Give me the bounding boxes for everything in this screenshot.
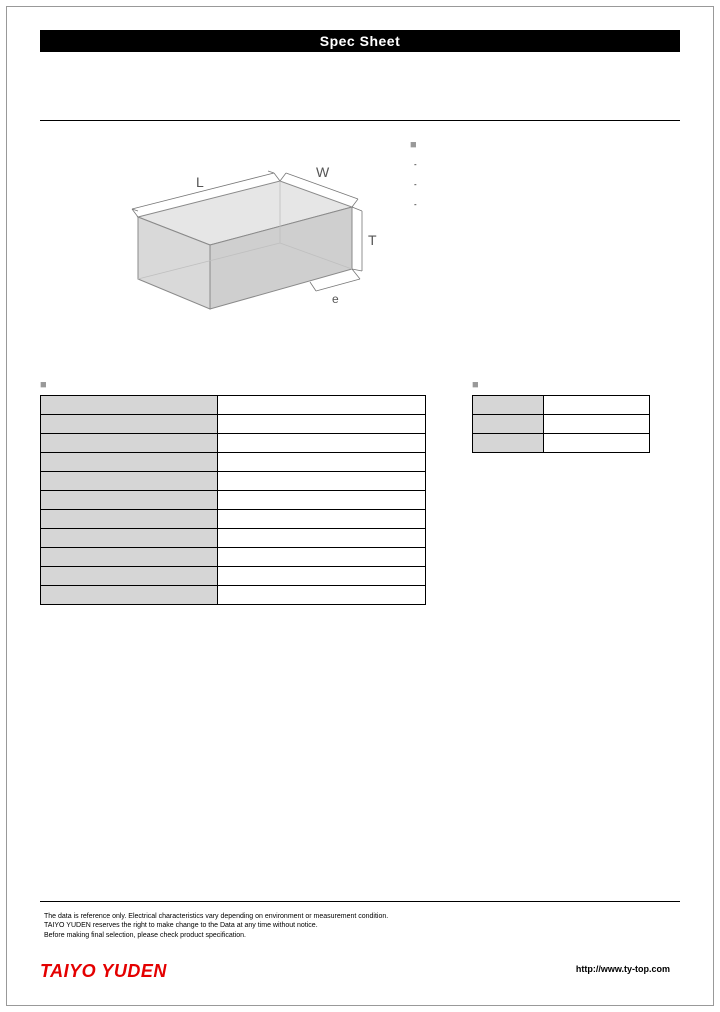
table-row [473,396,650,415]
spec-value [218,472,426,491]
spec-value [218,453,426,472]
spec-value [218,548,426,567]
component-diagram: L W T [84,151,384,351]
dim-label-e: e [332,292,339,306]
spec-value [218,415,426,434]
spec-label [41,548,218,567]
spec-label [41,453,218,472]
pack-value [543,396,649,415]
spec-value [218,491,426,510]
spec-label [41,510,218,529]
dim-label-w: W [316,164,330,180]
title-bar: Spec Sheet [40,30,680,52]
features-area: ■ - - - [410,133,680,353]
table-row [41,586,426,605]
dash-icon: - [414,159,424,171]
pack-table [472,395,650,453]
spec-value [218,529,426,548]
pack-table-wrap: ■ [472,379,650,605]
pack-label [473,415,544,434]
table-row [473,434,650,453]
pack-table-marker: ■ [472,379,650,391]
spec-label [41,529,218,548]
spec-value [218,567,426,586]
spec-label [41,415,218,434]
table-row [41,415,426,434]
spec-label [41,491,218,510]
spec-label [41,567,218,586]
feature-item: - [414,179,680,191]
table-row [41,510,426,529]
dash-icon: - [414,179,424,191]
spec-value [218,510,426,529]
spec-label [41,396,218,415]
divider-bottom [40,901,680,902]
spec-label [41,586,218,605]
upper-section: L W T [40,133,680,353]
pack-label [473,396,544,415]
diagram-area: L W T [40,133,410,353]
spec-value [218,586,426,605]
pack-value [543,434,649,453]
table-row [41,491,426,510]
feature-item: - [414,199,680,211]
spec-label [41,434,218,453]
pack-value [543,415,649,434]
spec-table-marker: ■ [40,379,426,391]
dash-icon: - [414,199,424,211]
table-row [41,472,426,491]
table-row [41,567,426,586]
footer-line: The data is reference only. Electrical c… [44,912,388,921]
page-title: Spec Sheet [320,33,400,49]
company-url: http://www.ty-top.com [576,964,670,974]
spec-label [41,472,218,491]
pack-label [473,434,544,453]
table-row [41,396,426,415]
divider-top [40,120,680,121]
feature-item: - [414,159,680,171]
spec-table-wrap: ■ [40,379,426,605]
company-logo: TAIYO YUDEN [40,961,167,982]
table-row [41,434,426,453]
dim-label-l: L [196,174,204,190]
tables-row: ■ ■ [40,379,680,605]
table-row [473,415,650,434]
dim-label-t: T [368,232,377,248]
table-row [41,548,426,567]
spec-value [218,434,426,453]
footer-line: TAIYO YUDEN reserves the right to make c… [44,921,388,930]
spec-value [218,396,426,415]
content-area: Spec Sheet [40,30,680,982]
spec-table [40,395,426,605]
footer-disclaimer: The data is reference only. Electrical c… [44,912,388,940]
features-marker: ■ [410,139,680,151]
footer-line: Before making final selection, please ch… [44,931,388,940]
table-row [41,529,426,548]
table-row [41,453,426,472]
